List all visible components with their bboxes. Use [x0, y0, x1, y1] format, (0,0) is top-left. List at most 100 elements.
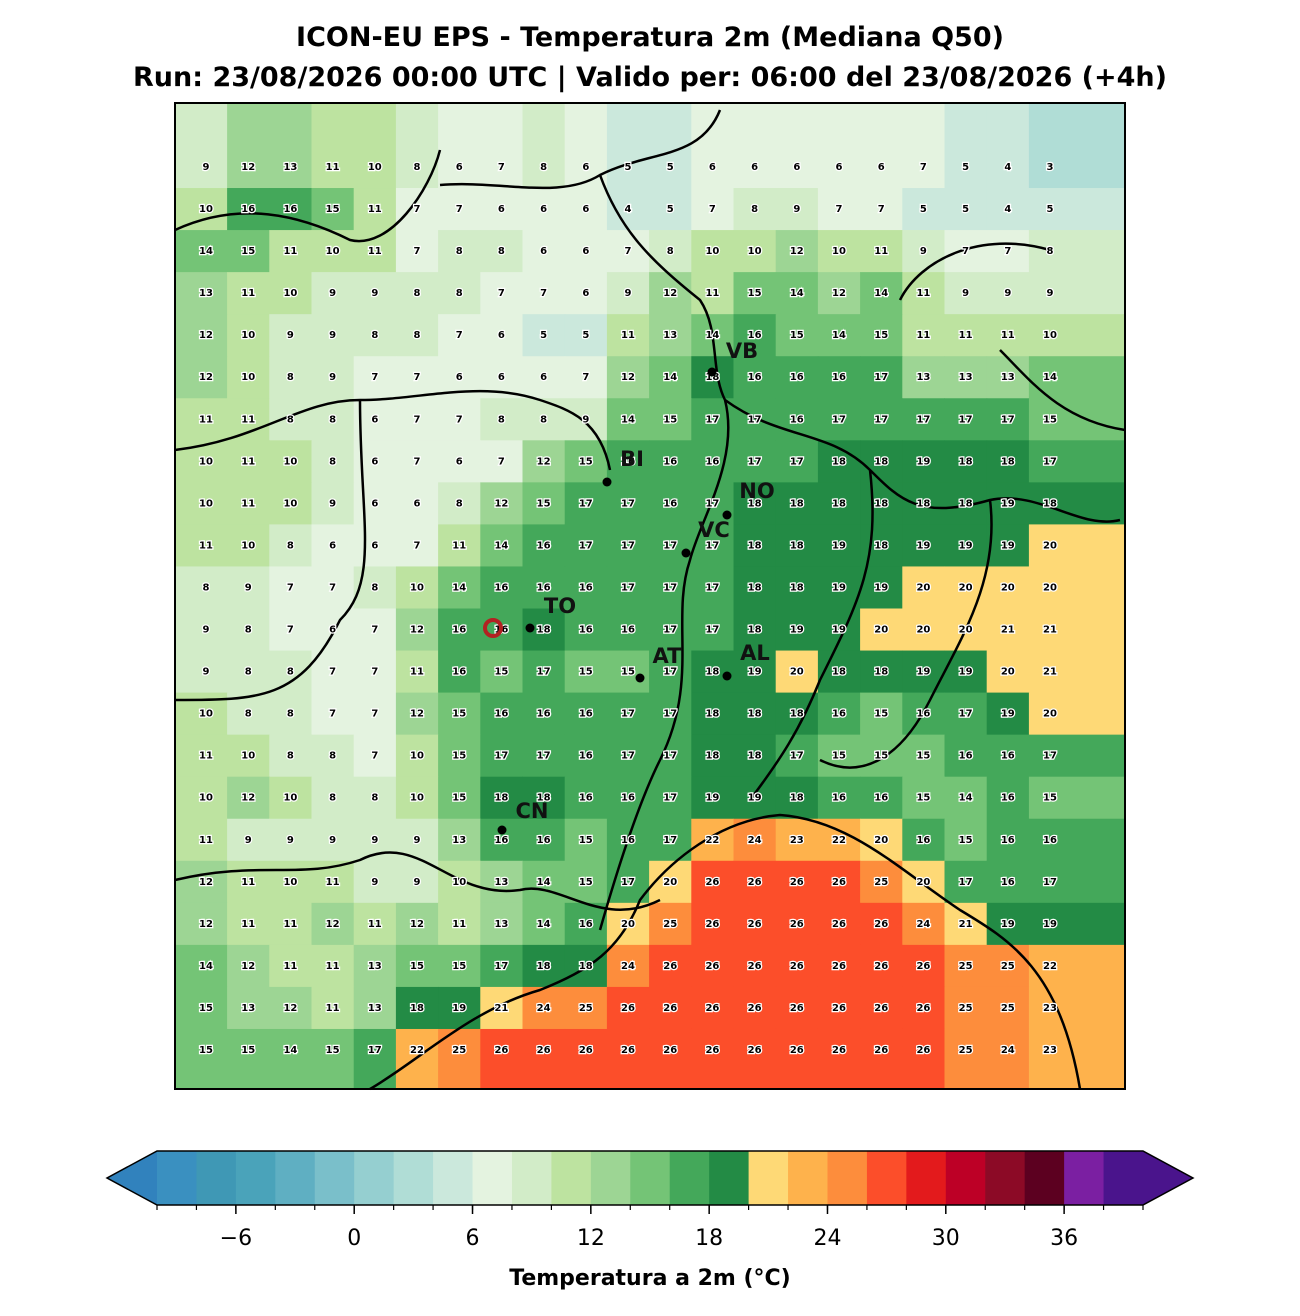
temperature-label: 11 — [452, 540, 466, 551]
temperature-label: 20 — [916, 877, 930, 888]
temperature-label: 18 — [916, 498, 930, 509]
temperature-label: 11 — [874, 246, 888, 257]
temperature-cell — [1028, 650, 1126, 694]
temperature-label: 16 — [621, 456, 635, 467]
temperature-cell — [438, 944, 481, 988]
temperature-cell — [353, 734, 397, 778]
temperature-label: 12 — [199, 330, 213, 341]
temperature-label: 17 — [790, 456, 804, 467]
temperature-label: 10 — [199, 204, 213, 215]
temperature-label: 15 — [832, 751, 846, 762]
temperature-label: 26 — [874, 961, 888, 972]
temperature-cell — [817, 272, 861, 315]
colorbar-swatch — [511, 1151, 552, 1205]
temperature-cell — [986, 944, 1030, 988]
temperature-label: 26 — [790, 919, 804, 930]
temperature-cell — [606, 608, 650, 652]
temperature-label: 18 — [1001, 456, 1015, 467]
temperature-label: 16 — [663, 498, 677, 509]
temperature-cell — [227, 482, 270, 525]
temperature-label: 5 — [962, 204, 969, 215]
temperature-label: 5 — [667, 204, 674, 215]
temperature-label: 17 — [621, 709, 635, 720]
temperature-label: 26 — [790, 1003, 804, 1014]
temperature-cell — [733, 314, 777, 357]
temperature-cell — [480, 188, 523, 231]
temperature-cell — [353, 776, 397, 820]
temperature-label: 15 — [326, 1045, 340, 1056]
cities: VB BI NO VC TO AT AL CN — [497, 339, 775, 835]
temperature-cell — [691, 188, 734, 231]
temperature-label: 18 — [579, 961, 593, 972]
temperature-cell — [395, 860, 439, 904]
temperature-cell — [860, 944, 903, 988]
temperature-label: 19 — [748, 793, 762, 804]
temperature-label: 18 — [874, 667, 888, 678]
temperature-label: 22 — [832, 835, 846, 846]
temperature-cell — [817, 482, 861, 525]
temperature-cell — [311, 650, 355, 694]
temperature-cell — [986, 482, 1030, 525]
temperature-label: 17 — [494, 961, 508, 972]
temperature-cell — [606, 440, 650, 483]
colorbar-swatch — [906, 1151, 947, 1205]
temperature-label: 12 — [832, 288, 846, 299]
temperature-label: 12 — [790, 246, 804, 257]
temperature-cell — [944, 986, 988, 1030]
temperature-cell — [480, 1028, 523, 1090]
city-label: AL — [740, 641, 770, 665]
temperature-label: 6 — [371, 414, 378, 425]
colorbar-tick-label: 36 — [1050, 1226, 1078, 1251]
temperature-label: 15 — [537, 498, 551, 509]
temperature-label: 16 — [537, 709, 551, 720]
city-label: AT — [653, 644, 683, 668]
temperature-cell — [902, 1028, 945, 1090]
temperature-label: 19 — [1001, 709, 1015, 720]
temperature-label: 9 — [625, 288, 632, 299]
temperature-cell — [480, 103, 523, 189]
temperature-cell — [1028, 356, 1126, 399]
temperature-label: 14 — [283, 1045, 297, 1056]
temperature-cell — [775, 356, 819, 399]
temperature-cell — [353, 566, 397, 609]
temperature-label: 17 — [705, 625, 719, 636]
temperature-label: 10 — [410, 582, 424, 593]
temperature-label: 13 — [494, 919, 508, 930]
temperature-cell — [902, 818, 945, 862]
temperature-cell — [175, 482, 228, 525]
temperature-label: 16 — [621, 835, 635, 846]
temperature-label: 5 — [920, 204, 927, 215]
temperature-cell — [817, 314, 861, 357]
temperature-label: 6 — [456, 456, 463, 467]
temperature-label: 26 — [748, 961, 762, 972]
temperature-cell — [944, 440, 988, 483]
temperature-label: 17 — [874, 414, 888, 425]
temperature-label: 10 — [241, 330, 255, 341]
temperature-cell — [775, 188, 819, 231]
temperature-label: 26 — [663, 961, 677, 972]
temperature-label: 4 — [1004, 204, 1011, 215]
temperature-cell — [860, 398, 903, 441]
temperature-cell — [775, 272, 819, 315]
temperature-cell — [733, 356, 777, 399]
temperature-cell — [733, 398, 777, 441]
temperature-cell — [395, 902, 439, 946]
temperature-cell — [395, 314, 439, 357]
temperature-label: 26 — [832, 877, 846, 888]
temperature-label: 10 — [452, 877, 466, 888]
temperature-label: 9 — [329, 372, 336, 383]
temperature-cell — [438, 482, 481, 525]
temperature-cell — [395, 398, 439, 441]
temperature-label: 6 — [836, 162, 843, 173]
temperature-cell — [353, 608, 397, 652]
temperature-label: 13 — [663, 330, 677, 341]
temperature-cell — [902, 902, 945, 946]
temperature-cell — [986, 902, 1030, 946]
colorbar-swatch — [196, 1151, 237, 1205]
city-label: NO — [739, 479, 774, 503]
temperature-cell — [733, 650, 777, 694]
temperature-label: 17 — [790, 751, 804, 762]
temperature-cell — [606, 398, 650, 441]
temperature-label: 17 — [621, 540, 635, 551]
temperature-cell — [227, 608, 270, 652]
